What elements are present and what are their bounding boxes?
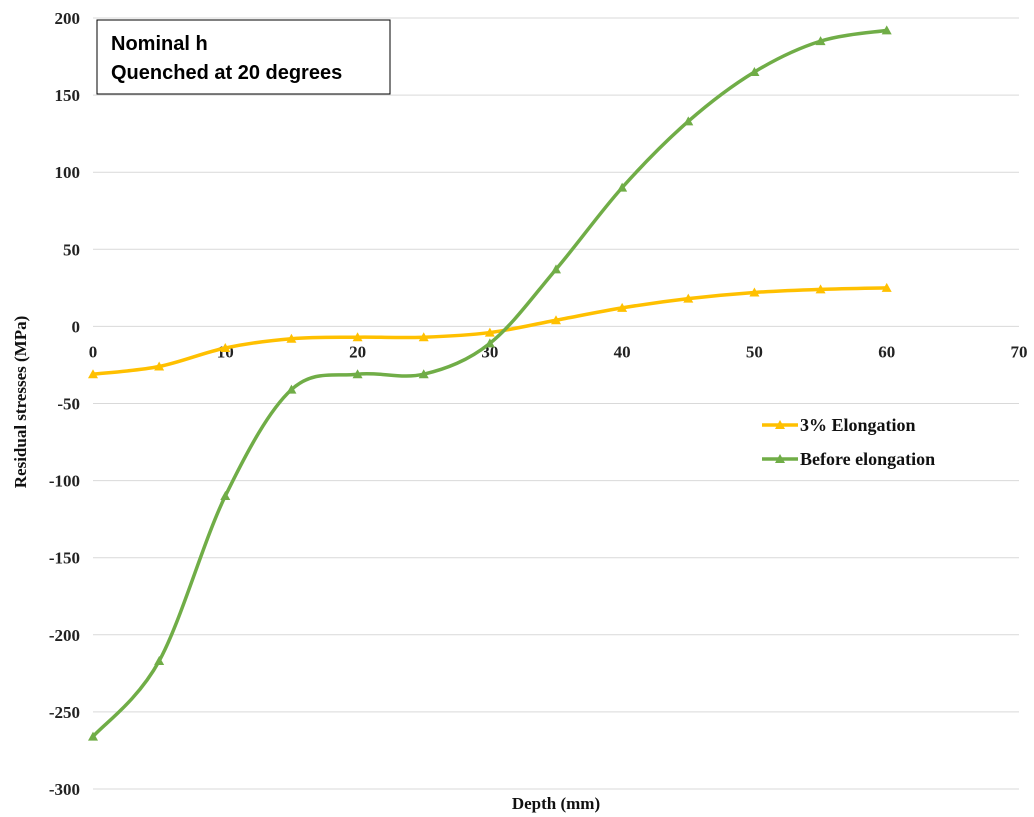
data-point	[749, 287, 760, 297]
data-point	[551, 264, 561, 274]
y-tick-label: 0	[72, 317, 81, 336]
annotation-line-2: Quenched at 20 degrees	[111, 62, 342, 84]
x-tick-label: 20	[349, 342, 366, 361]
annotation-box: Nominal h Quenched at 20 degrees	[96, 19, 391, 95]
data-point	[815, 36, 826, 46]
legend-marker	[775, 420, 785, 429]
data-point	[881, 25, 892, 35]
data-point	[154, 361, 165, 371]
data-point	[352, 369, 363, 379]
y-tick-label: -150	[49, 549, 80, 568]
data-point	[88, 731, 98, 741]
x-tick-label: 0	[89, 342, 98, 361]
data-point	[286, 384, 297, 394]
x-tick-label: 40	[614, 342, 631, 361]
series-0	[88, 282, 892, 379]
y-tick-label: -250	[49, 703, 80, 722]
legend: 3% Elongation Before elongation	[762, 415, 935, 469]
data-point	[154, 656, 165, 666]
x-tick-label: 60	[878, 342, 895, 361]
y-tick-label: 100	[55, 163, 81, 182]
data-point	[683, 116, 694, 126]
y-tick-label: -200	[49, 626, 80, 645]
x-tick-labels: 010203040506070	[89, 342, 1028, 361]
y-tick-label: -100	[49, 472, 80, 491]
data-point	[617, 182, 628, 192]
legend-item: 3% Elongation	[762, 415, 916, 435]
data-point	[286, 333, 297, 343]
series-1	[88, 25, 892, 741]
annotation-line-1: Nominal h	[111, 33, 208, 55]
data-point	[418, 332, 429, 342]
y-tick-labels: 200 150 100 50 0 -50 -100 -150 -200 -250 -300	[49, 9, 80, 799]
data-point	[484, 338, 495, 348]
data-point	[881, 282, 892, 292]
data-point	[683, 293, 694, 303]
data-point	[220, 491, 231, 501]
data-point	[484, 327, 495, 337]
data-point	[551, 315, 561, 325]
series-line	[91, 28, 889, 739]
x-tick-label: 70	[1011, 342, 1028, 361]
data-point	[815, 284, 826, 294]
legend-marker	[775, 454, 785, 463]
data-point	[418, 369, 429, 379]
y-tick-label: -300	[49, 780, 80, 799]
x-tick-label: 50	[746, 342, 763, 361]
data-point	[749, 66, 760, 76]
y-tick-label: 150	[55, 86, 81, 105]
legend-label: Before elongation	[800, 449, 935, 469]
y-axis-title: Residual stresses (MPa)	[11, 316, 30, 489]
y-tick-label: 50	[63, 240, 80, 259]
data-point	[617, 302, 628, 312]
data-point	[88, 369, 98, 379]
y-tick-label: 200	[55, 9, 81, 28]
data-point	[352, 332, 363, 342]
data-point	[220, 342, 231, 352]
x-axis-title: Depth (mm)	[512, 794, 600, 813]
legend-label: 3% Elongation	[800, 415, 916, 435]
legend-item: Before elongation	[762, 449, 935, 469]
y-tick-label: -50	[57, 395, 80, 414]
gridlines	[93, 17, 1019, 790]
series-lines	[88, 25, 892, 741]
